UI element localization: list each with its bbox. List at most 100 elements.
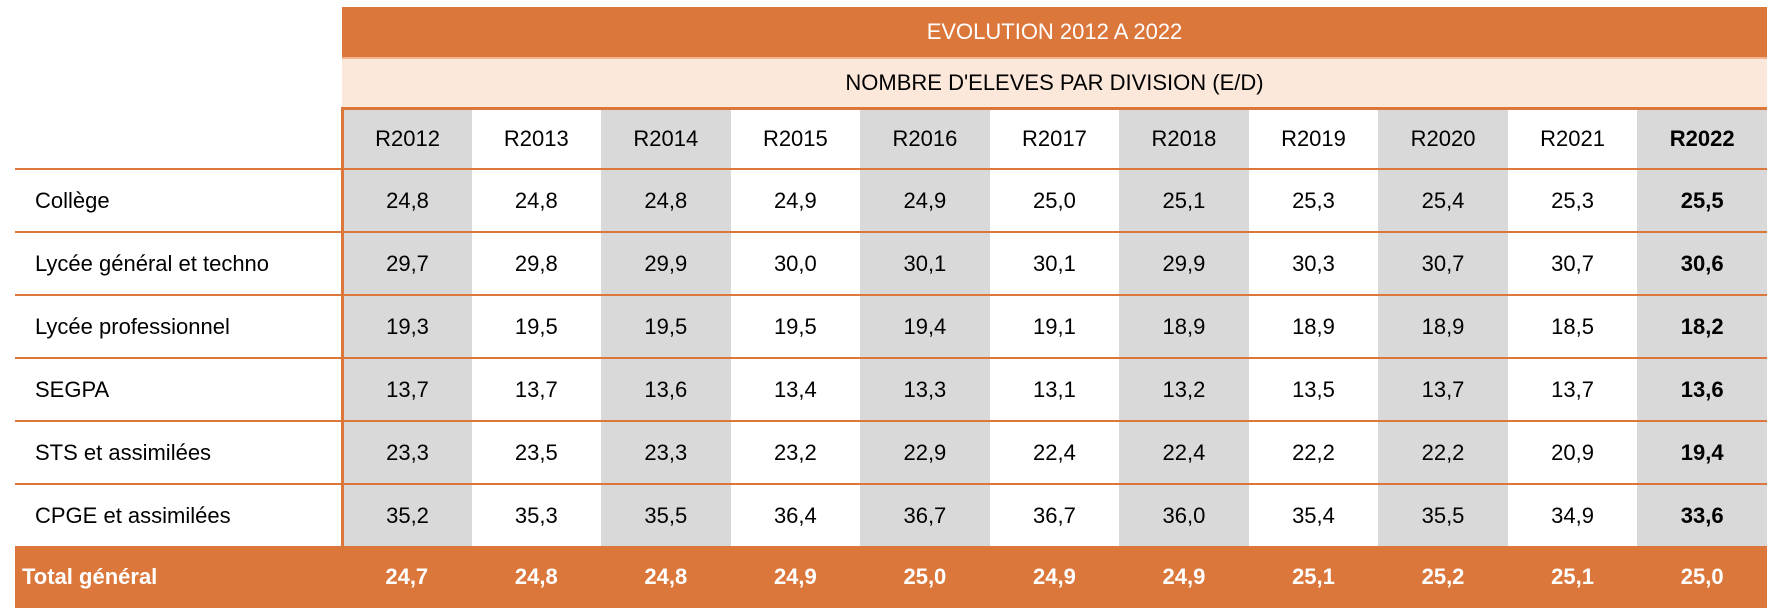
column-header: R2021 bbox=[1507, 108, 1638, 170]
value-cell: 35,4 bbox=[1248, 483, 1379, 546]
column-header: R2017 bbox=[989, 108, 1120, 170]
value-cell: 34,9 bbox=[1507, 483, 1638, 546]
value-cell: 30,6 bbox=[1637, 231, 1767, 295]
value-cell: 19,5 bbox=[730, 294, 861, 358]
value-cell: 30,0 bbox=[730, 231, 861, 295]
value-cell: 33,6 bbox=[1637, 483, 1767, 546]
value-cell: 35,5 bbox=[601, 483, 731, 546]
value-cell: 23,2 bbox=[730, 420, 861, 484]
column-header: R2020 bbox=[1378, 108, 1508, 170]
value-cell: 19,5 bbox=[601, 294, 731, 358]
value-cell: 29,8 bbox=[471, 231, 602, 295]
value-cell: 25,0 bbox=[860, 546, 990, 608]
value-cell: 18,9 bbox=[1378, 294, 1508, 358]
value-cell: 25,1 bbox=[1507, 546, 1638, 608]
value-cell: 30,7 bbox=[1507, 231, 1638, 295]
value-cell: 22,9 bbox=[860, 420, 990, 484]
value-cell: 24,9 bbox=[730, 168, 861, 232]
table-row: Lycée professionnel 19,3 19,5 19,5 19,5 19,4 1… bbox=[15, 294, 1767, 358]
total-row: Total général 24,7 24,8 24,8 24,9 25,0 24,9 24,… bbox=[15, 546, 1767, 608]
value-cell: 23,5 bbox=[471, 420, 602, 484]
value-cell: 23,3 bbox=[601, 420, 731, 484]
value-cell: 29,9 bbox=[601, 231, 731, 295]
value-cell: 30,1 bbox=[860, 231, 990, 295]
row-label: STS et assimilées bbox=[15, 420, 342, 484]
row-label: Lycée professionnel bbox=[15, 294, 342, 358]
column-header: R2018 bbox=[1119, 108, 1249, 170]
value-cell: 23,3 bbox=[340, 420, 472, 484]
value-cell: 13,4 bbox=[730, 357, 861, 421]
value-cell: 35,3 bbox=[471, 483, 602, 546]
value-cell: 13,3 bbox=[860, 357, 990, 421]
value-cell: 13,7 bbox=[340, 357, 472, 421]
value-cell: 18,9 bbox=[1248, 294, 1379, 358]
value-cell: 19,3 bbox=[340, 294, 472, 358]
table-row: CPGE et assimilées 35,2 35,3 35,5 36,4 36,7 36… bbox=[15, 483, 1767, 546]
column-header: R2015 bbox=[730, 108, 861, 170]
value-cell: 30,1 bbox=[989, 231, 1120, 295]
value-cell: 24,8 bbox=[471, 546, 602, 608]
value-cell: 24,7 bbox=[342, 546, 472, 608]
column-header: R2022 bbox=[1637, 108, 1767, 170]
value-cell: 24,8 bbox=[471, 168, 602, 232]
value-cell: 24,9 bbox=[989, 546, 1120, 608]
value-cell: 22,4 bbox=[989, 420, 1120, 484]
value-cell: 24,8 bbox=[340, 168, 472, 232]
value-cell: 19,4 bbox=[860, 294, 990, 358]
value-cell: 36,4 bbox=[730, 483, 861, 546]
header-row: R2012 R2013 R2014 R2015 R2016 R2017 R2018 R2019… bbox=[15, 108, 1767, 170]
value-cell: 19,1 bbox=[989, 294, 1120, 358]
value-cell: 36,7 bbox=[860, 483, 990, 546]
value-cell: 24,8 bbox=[601, 546, 731, 608]
value-cell: 30,3 bbox=[1248, 231, 1379, 295]
table-row: Lycée général et techno 29,7 29,8 29,9 30,0 3… bbox=[15, 231, 1767, 295]
row-label: Collège bbox=[15, 168, 342, 232]
value-cell: 13,5 bbox=[1248, 357, 1379, 421]
row-label: CPGE et assimilées bbox=[15, 483, 342, 546]
value-cell: 25,5 bbox=[1637, 168, 1767, 232]
value-cell: 36,0 bbox=[1119, 483, 1249, 546]
value-cell: 29,9 bbox=[1119, 231, 1249, 295]
value-cell: 30,7 bbox=[1378, 231, 1508, 295]
value-cell: 13,2 bbox=[1119, 357, 1249, 421]
value-cell: 22,4 bbox=[1119, 420, 1249, 484]
value-cell: 25,1 bbox=[1119, 168, 1249, 232]
value-cell: 19,4 bbox=[1637, 420, 1767, 484]
table-subtitle: NOMBRE D'ELEVES PAR DIVISION (E/D) bbox=[342, 58, 1767, 110]
value-cell: 25,3 bbox=[1248, 168, 1379, 232]
value-cell: 13,1 bbox=[989, 357, 1120, 421]
value-cell: 29,7 bbox=[340, 231, 472, 295]
value-cell: 24,9 bbox=[860, 168, 990, 232]
value-cell: 19,5 bbox=[471, 294, 602, 358]
value-cell: 18,9 bbox=[1119, 294, 1249, 358]
value-cell: 25,4 bbox=[1378, 168, 1508, 232]
table-row: Collège 24,8 24,8 24,8 24,9 24,9 25,0 25,1 25,3 2… bbox=[15, 168, 1767, 232]
value-cell: 25,2 bbox=[1378, 546, 1508, 608]
column-header: R2014 bbox=[601, 108, 731, 170]
row-label: Total général bbox=[15, 546, 342, 608]
evolution-table: EVOLUTION 2012 A 2022 NOMBRE D'ELEVES PA… bbox=[15, 7, 1767, 608]
value-cell: 13,6 bbox=[601, 357, 731, 421]
column-header: R2012 bbox=[340, 108, 472, 170]
table-title: EVOLUTION 2012 A 2022 bbox=[342, 7, 1767, 59]
row-label: Lycée général et techno bbox=[15, 231, 342, 295]
value-cell: 35,5 bbox=[1378, 483, 1508, 546]
value-cell: 24,9 bbox=[1119, 546, 1249, 608]
value-cell: 36,7 bbox=[989, 483, 1120, 546]
value-cell: 13,6 bbox=[1637, 357, 1767, 421]
value-cell: 13,7 bbox=[1507, 357, 1638, 421]
value-cell: 18,5 bbox=[1507, 294, 1638, 358]
value-cell: 35,2 bbox=[340, 483, 472, 546]
value-cell: 24,8 bbox=[601, 168, 731, 232]
column-header: R2013 bbox=[471, 108, 602, 170]
column-header: R2019 bbox=[1248, 108, 1379, 170]
value-cell: 24,9 bbox=[730, 546, 861, 608]
row-label: SEGPA bbox=[15, 357, 342, 421]
table-row: STS et assimilées 23,3 23,5 23,3 23,2 22,9 22,… bbox=[15, 420, 1767, 484]
value-cell: 22,2 bbox=[1248, 420, 1379, 484]
value-cell: 18,2 bbox=[1637, 294, 1767, 358]
value-cell: 13,7 bbox=[1378, 357, 1508, 421]
value-cell: 13,7 bbox=[471, 357, 602, 421]
table-row: SEGPA 13,7 13,7 13,6 13,4 13,3 13,1 13,2 13,5 13,… bbox=[15, 357, 1767, 421]
value-cell: 25,0 bbox=[1637, 546, 1767, 608]
